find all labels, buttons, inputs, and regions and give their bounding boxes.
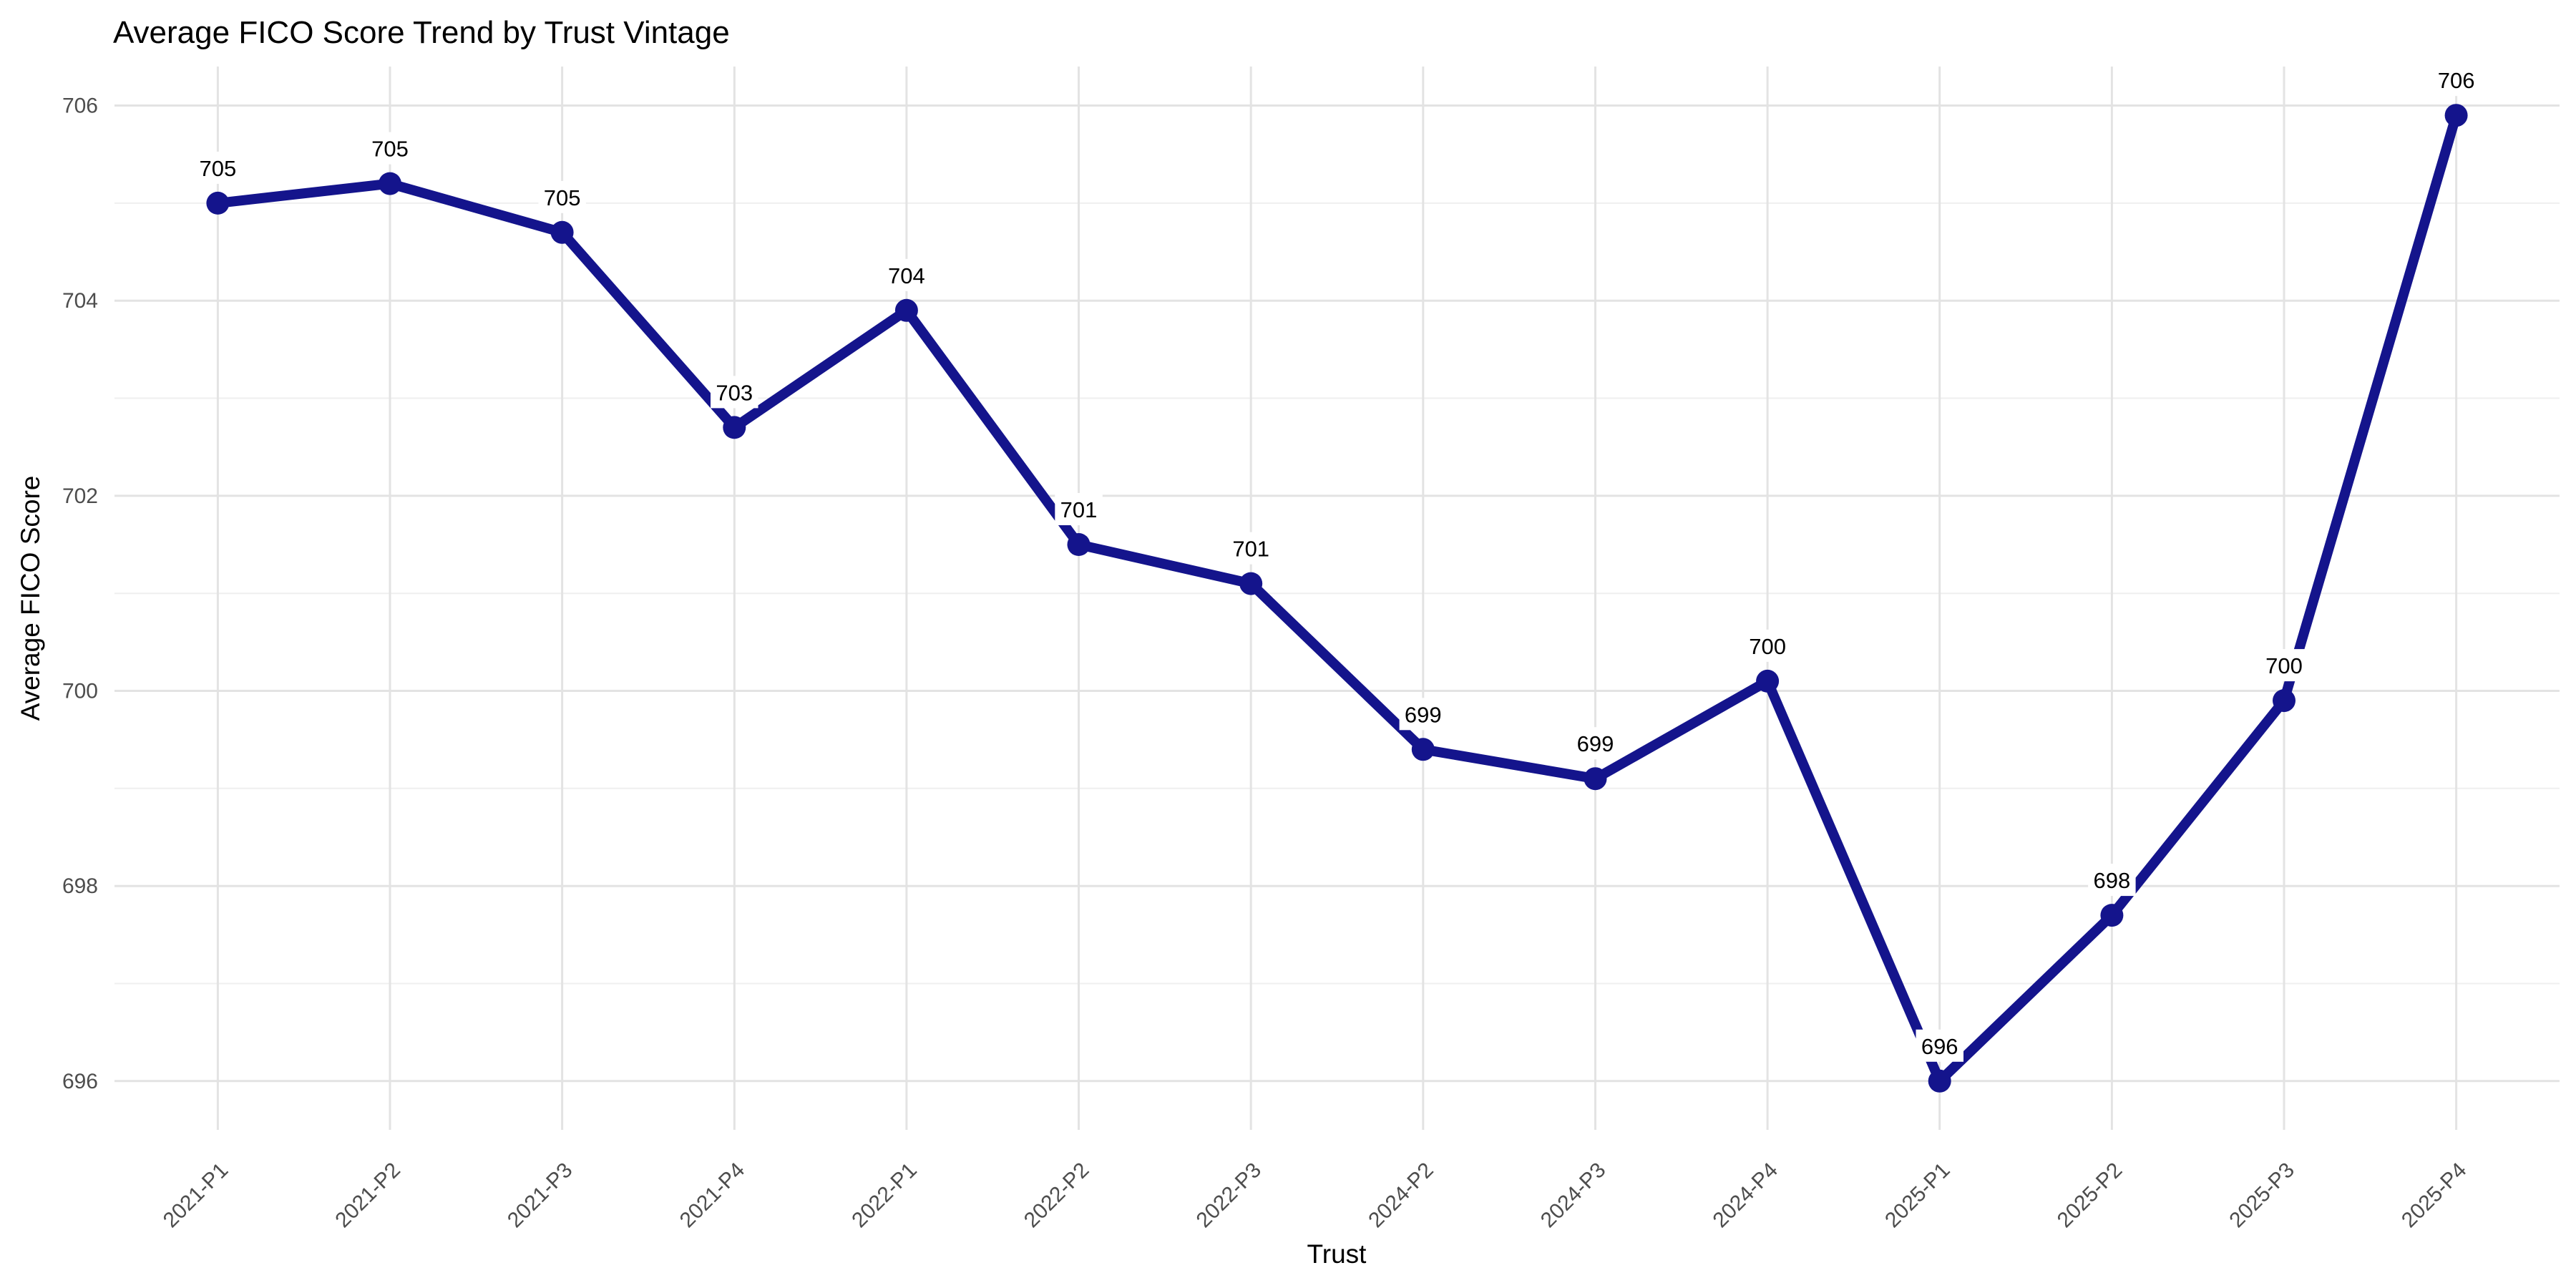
axis-tick-labels: 696 698 700 702 704 706 2021-P1 2021-P2 2021-P3 2… [62,94,2472,1233]
data-points [206,104,2468,1093]
data-point [550,220,574,244]
data-point [1067,533,1091,556]
data-point [206,191,230,215]
data-point [1928,1069,1951,1093]
point-label-halo [366,132,414,165]
point-label-halo [1399,698,1448,731]
x-tick-label: 2021-P1 [159,1158,233,1233]
point-label-halo [882,258,931,291]
y-tick-label: 704 [62,289,98,313]
point-label: 705 [544,185,581,210]
point-label-halo [2088,864,2136,897]
point-labels: 705 705 705 703 704 701 701 699 699 700 696 698 700 7… [194,64,2480,1062]
fico-trend-line [217,114,2462,1086]
point-label-halo [1226,532,1275,565]
point-label: 701 [1232,537,1269,562]
x-tick-label: 2024-P4 [1709,1158,1783,1233]
point-label: 701 [1060,497,1098,522]
x-tick-label: 2022-P2 [1020,1158,1094,1233]
x-tick-label: 2021-P4 [675,1158,750,1233]
point-label-halo [538,180,586,213]
x-axis-title: Trust [1307,1239,1367,1269]
point-label: 704 [888,263,925,288]
point-label: 700 [1749,634,1786,659]
data-point [1584,767,1607,791]
point-label: 699 [1577,731,1614,756]
gridlines [114,67,2560,1130]
x-tick-label: 2021-P3 [503,1158,577,1233]
y-tick-label: 706 [62,94,98,118]
point-label-halo [1916,1029,1963,1062]
y-axis-title: Average FICO Score [16,476,45,721]
chart-title: Average FICO Score Trend by Trust Vintag… [113,15,730,50]
point-label-halo [194,151,242,184]
point-label: 698 [2094,868,2131,893]
data-point [1756,669,1780,693]
x-tick-label: 2022-P3 [1192,1158,1267,1233]
point-label: 705 [371,137,409,162]
point-label-halo [1055,493,1103,525]
data-point [2444,104,2468,127]
point-label-halo [2432,64,2480,97]
x-tick-label: 2025-P2 [2053,1158,2127,1233]
point-label-halo [711,376,758,409]
y-tick-label: 698 [62,874,98,898]
data-point [1411,738,1435,761]
point-label: 696 [1921,1034,1958,1059]
point-label-halo [2260,649,2308,682]
data-point [723,416,746,439]
data-point [1239,572,1263,595]
x-tick-label: 2024-P2 [1364,1158,1438,1233]
x-tick-label: 2025-P1 [1880,1158,1955,1233]
data-point [379,172,401,195]
point-label: 700 [2265,653,2303,678]
x-tick-label: 2025-P4 [2397,1158,2472,1233]
y-tick-label: 696 [62,1070,98,1093]
point-label: 699 [1405,702,1442,727]
data-point [894,298,918,322]
y-tick-label: 702 [62,484,98,508]
x-tick-label: 2021-P2 [331,1158,405,1233]
x-tick-label: 2022-P1 [847,1158,922,1233]
point-label: 703 [716,380,753,405]
y-tick-label: 700 [62,680,98,703]
line-series [217,114,2462,1086]
x-tick-label: 2025-P3 [2225,1158,2299,1233]
point-label-halo [1743,629,1792,662]
point-label: 706 [2438,68,2475,93]
data-point [2273,689,2296,713]
data-point [2100,904,2124,927]
point-label: 705 [200,156,237,181]
x-tick-label: 2024-P3 [1536,1158,1611,1233]
point-label-halo [1571,727,1619,760]
